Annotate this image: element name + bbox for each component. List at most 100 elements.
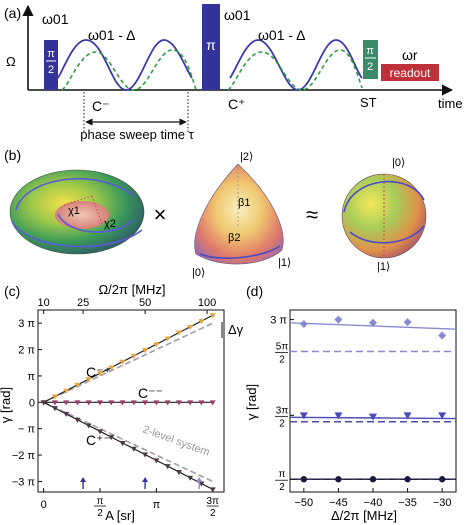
panel-c-top-axis-label: Ω/2π [MHz]	[98, 282, 165, 297]
y-tick-label-num: 3π	[276, 405, 289, 416]
x-tick-label: −50	[294, 497, 313, 509]
data-point	[164, 336, 171, 342]
data-point	[198, 400, 205, 406]
octant-trajectory	[199, 245, 281, 259]
data-point	[209, 400, 216, 406]
data-point	[74, 417, 81, 423]
readout-label: readout	[390, 66, 431, 80]
panel-c-ylabel: γ [rad]	[0, 387, 13, 423]
panel-b: (b) χ1 χ2 × |2⟩ |0⟩ |1⟩ β1 β2 ≈ |0⟩ |1⟩	[4, 147, 427, 279]
delta-gamma-label: Δγ	[228, 322, 244, 337]
panel-c-plot	[40, 313, 223, 493]
c-minus-label: C⁻	[92, 98, 110, 114]
data-point	[153, 342, 160, 348]
y-tick-label: −2 π	[12, 450, 36, 462]
data-point	[438, 412, 447, 420]
data-point	[108, 400, 115, 406]
series-fit-line	[43, 314, 214, 403]
data-point	[175, 400, 182, 406]
data-point	[300, 476, 308, 483]
pulse-mid	[202, 4, 220, 90]
x-tick-label-num: 3π	[206, 496, 219, 507]
reference-line	[43, 322, 214, 404]
panel-d-frame	[289, 309, 457, 493]
sphere-trajectory	[343, 180, 425, 244]
x-tick-label: −30	[433, 497, 452, 509]
data-point	[63, 400, 70, 406]
data-point	[74, 400, 81, 406]
data-point	[187, 324, 194, 330]
data-point	[130, 446, 137, 452]
c-plus-label: C⁺	[228, 96, 246, 112]
data-point	[438, 476, 446, 483]
x-tick-label: −40	[364, 497, 383, 509]
panel-a: (a) Ω time π 2 ω01 π ω01 π 2 readout ωr …	[4, 4, 463, 142]
top-tick-label: 25	[77, 297, 89, 309]
pulse-right-top: π	[366, 45, 374, 57]
y-tick-label-den: 2	[279, 355, 285, 366]
data-point	[97, 400, 103, 406]
wave-dashed-left	[61, 49, 197, 91]
oct-right: |1⟩	[278, 257, 291, 269]
data-point	[369, 318, 377, 327]
data-point	[119, 400, 126, 406]
data-point	[187, 400, 194, 406]
data-point	[175, 330, 182, 336]
st-label: ST	[360, 95, 377, 110]
data-point	[299, 320, 308, 329]
beta1-label: β1	[238, 197, 250, 209]
y-tick-label: 3 π	[18, 318, 35, 330]
readout-freq: ωr	[402, 47, 418, 63]
curve-label-cpp: C⁻⁺	[86, 364, 111, 380]
data-point	[209, 313, 216, 319]
data-point	[51, 394, 58, 400]
panel-c-frame	[37, 309, 225, 493]
y-tick-label: π	[27, 371, 35, 383]
sph-bottom: |1⟩	[377, 261, 390, 273]
top-tick-label: 10	[38, 297, 50, 309]
data-point	[334, 412, 343, 420]
panel-b-label: (b)	[4, 147, 21, 163]
torus-trajectory	[11, 177, 143, 248]
beta2-label: β2	[228, 232, 240, 244]
data-point	[85, 377, 92, 383]
data-point	[108, 365, 115, 371]
data-point	[85, 423, 92, 429]
data-point	[153, 458, 160, 464]
y-tick-label-den: 2	[279, 482, 285, 493]
y-tick-label: 3 π	[270, 315, 287, 327]
position-marker-head	[80, 477, 87, 482]
sweep-label: phase sweep time τ	[80, 127, 194, 142]
data-point	[51, 400, 58, 406]
panel-a-label: (a)	[4, 5, 21, 21]
data-point	[334, 315, 343, 324]
series-fit-line	[43, 401, 214, 490]
y-tick-label-den: 2	[279, 418, 285, 429]
wave-dashed-right	[227, 49, 363, 91]
torus-hole	[55, 201, 109, 229]
chi2-label: χ2	[104, 218, 116, 230]
data-point	[153, 400, 160, 406]
data-point	[142, 348, 149, 354]
oct-top: |2⟩	[240, 151, 253, 163]
data-point	[74, 382, 81, 388]
data-point	[142, 400, 149, 406]
panel-c-xlabel: A [sr]	[105, 508, 135, 523]
pulse-left-bottom: 2	[48, 64, 54, 76]
panel-c-label: (c)	[4, 283, 20, 299]
curve-label-cmm: C⁻⁻	[138, 385, 163, 401]
pulse-mid-freq: ω01	[224, 7, 251, 23]
panel-c: (c) Ω/2π [MHz] γ [rad] A [sr] 3 π 2 π π 0 − …	[0, 282, 244, 523]
data-point	[130, 400, 137, 406]
detuned-left: ω01 - Δ	[88, 27, 136, 43]
octant	[194, 163, 284, 265]
data-point	[209, 487, 216, 493]
panel-d-plot	[289, 315, 457, 483]
pulse-left-half	[44, 40, 58, 90]
x-tick-label: −45	[329, 497, 348, 509]
pulse-left-freq: ω01	[42, 11, 69, 27]
curve-label-cpm: C⁺⁻	[86, 432, 111, 448]
pulse-left-top: π	[47, 48, 55, 60]
